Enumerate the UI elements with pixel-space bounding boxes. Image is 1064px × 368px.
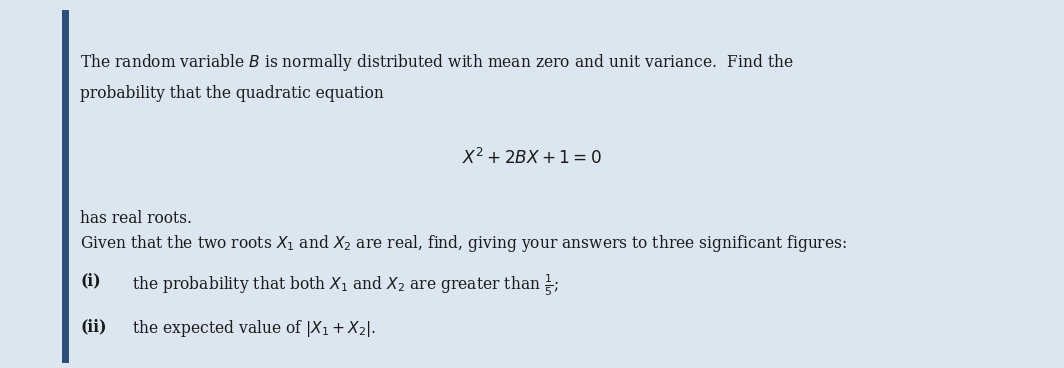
Text: has real roots.: has real roots. — [80, 210, 192, 227]
Text: (i): (i) — [80, 272, 101, 289]
Text: the expected value of $|X_1 + X_2|$.: the expected value of $|X_1 + X_2|$. — [132, 318, 377, 339]
Text: The random variable $B$ is normally distributed with mean zero and unit variance: The random variable $B$ is normally dist… — [80, 52, 794, 73]
Text: (ii): (ii) — [80, 318, 106, 335]
Text: Given that the two roots $X_1$ and $X_2$ are real, find, giving your answers to : Given that the two roots $X_1$ and $X_2$… — [80, 233, 847, 254]
Text: probability that the quadratic equation: probability that the quadratic equation — [80, 85, 384, 102]
FancyBboxPatch shape — [62, 10, 69, 363]
Text: the probability that both $X_1$ and $X_2$ are greater than $\frac{1}{5}$;: the probability that both $X_1$ and $X_2… — [132, 272, 559, 298]
Text: $X^2 + 2BX + 1 = 0$: $X^2 + 2BX + 1 = 0$ — [462, 148, 602, 168]
